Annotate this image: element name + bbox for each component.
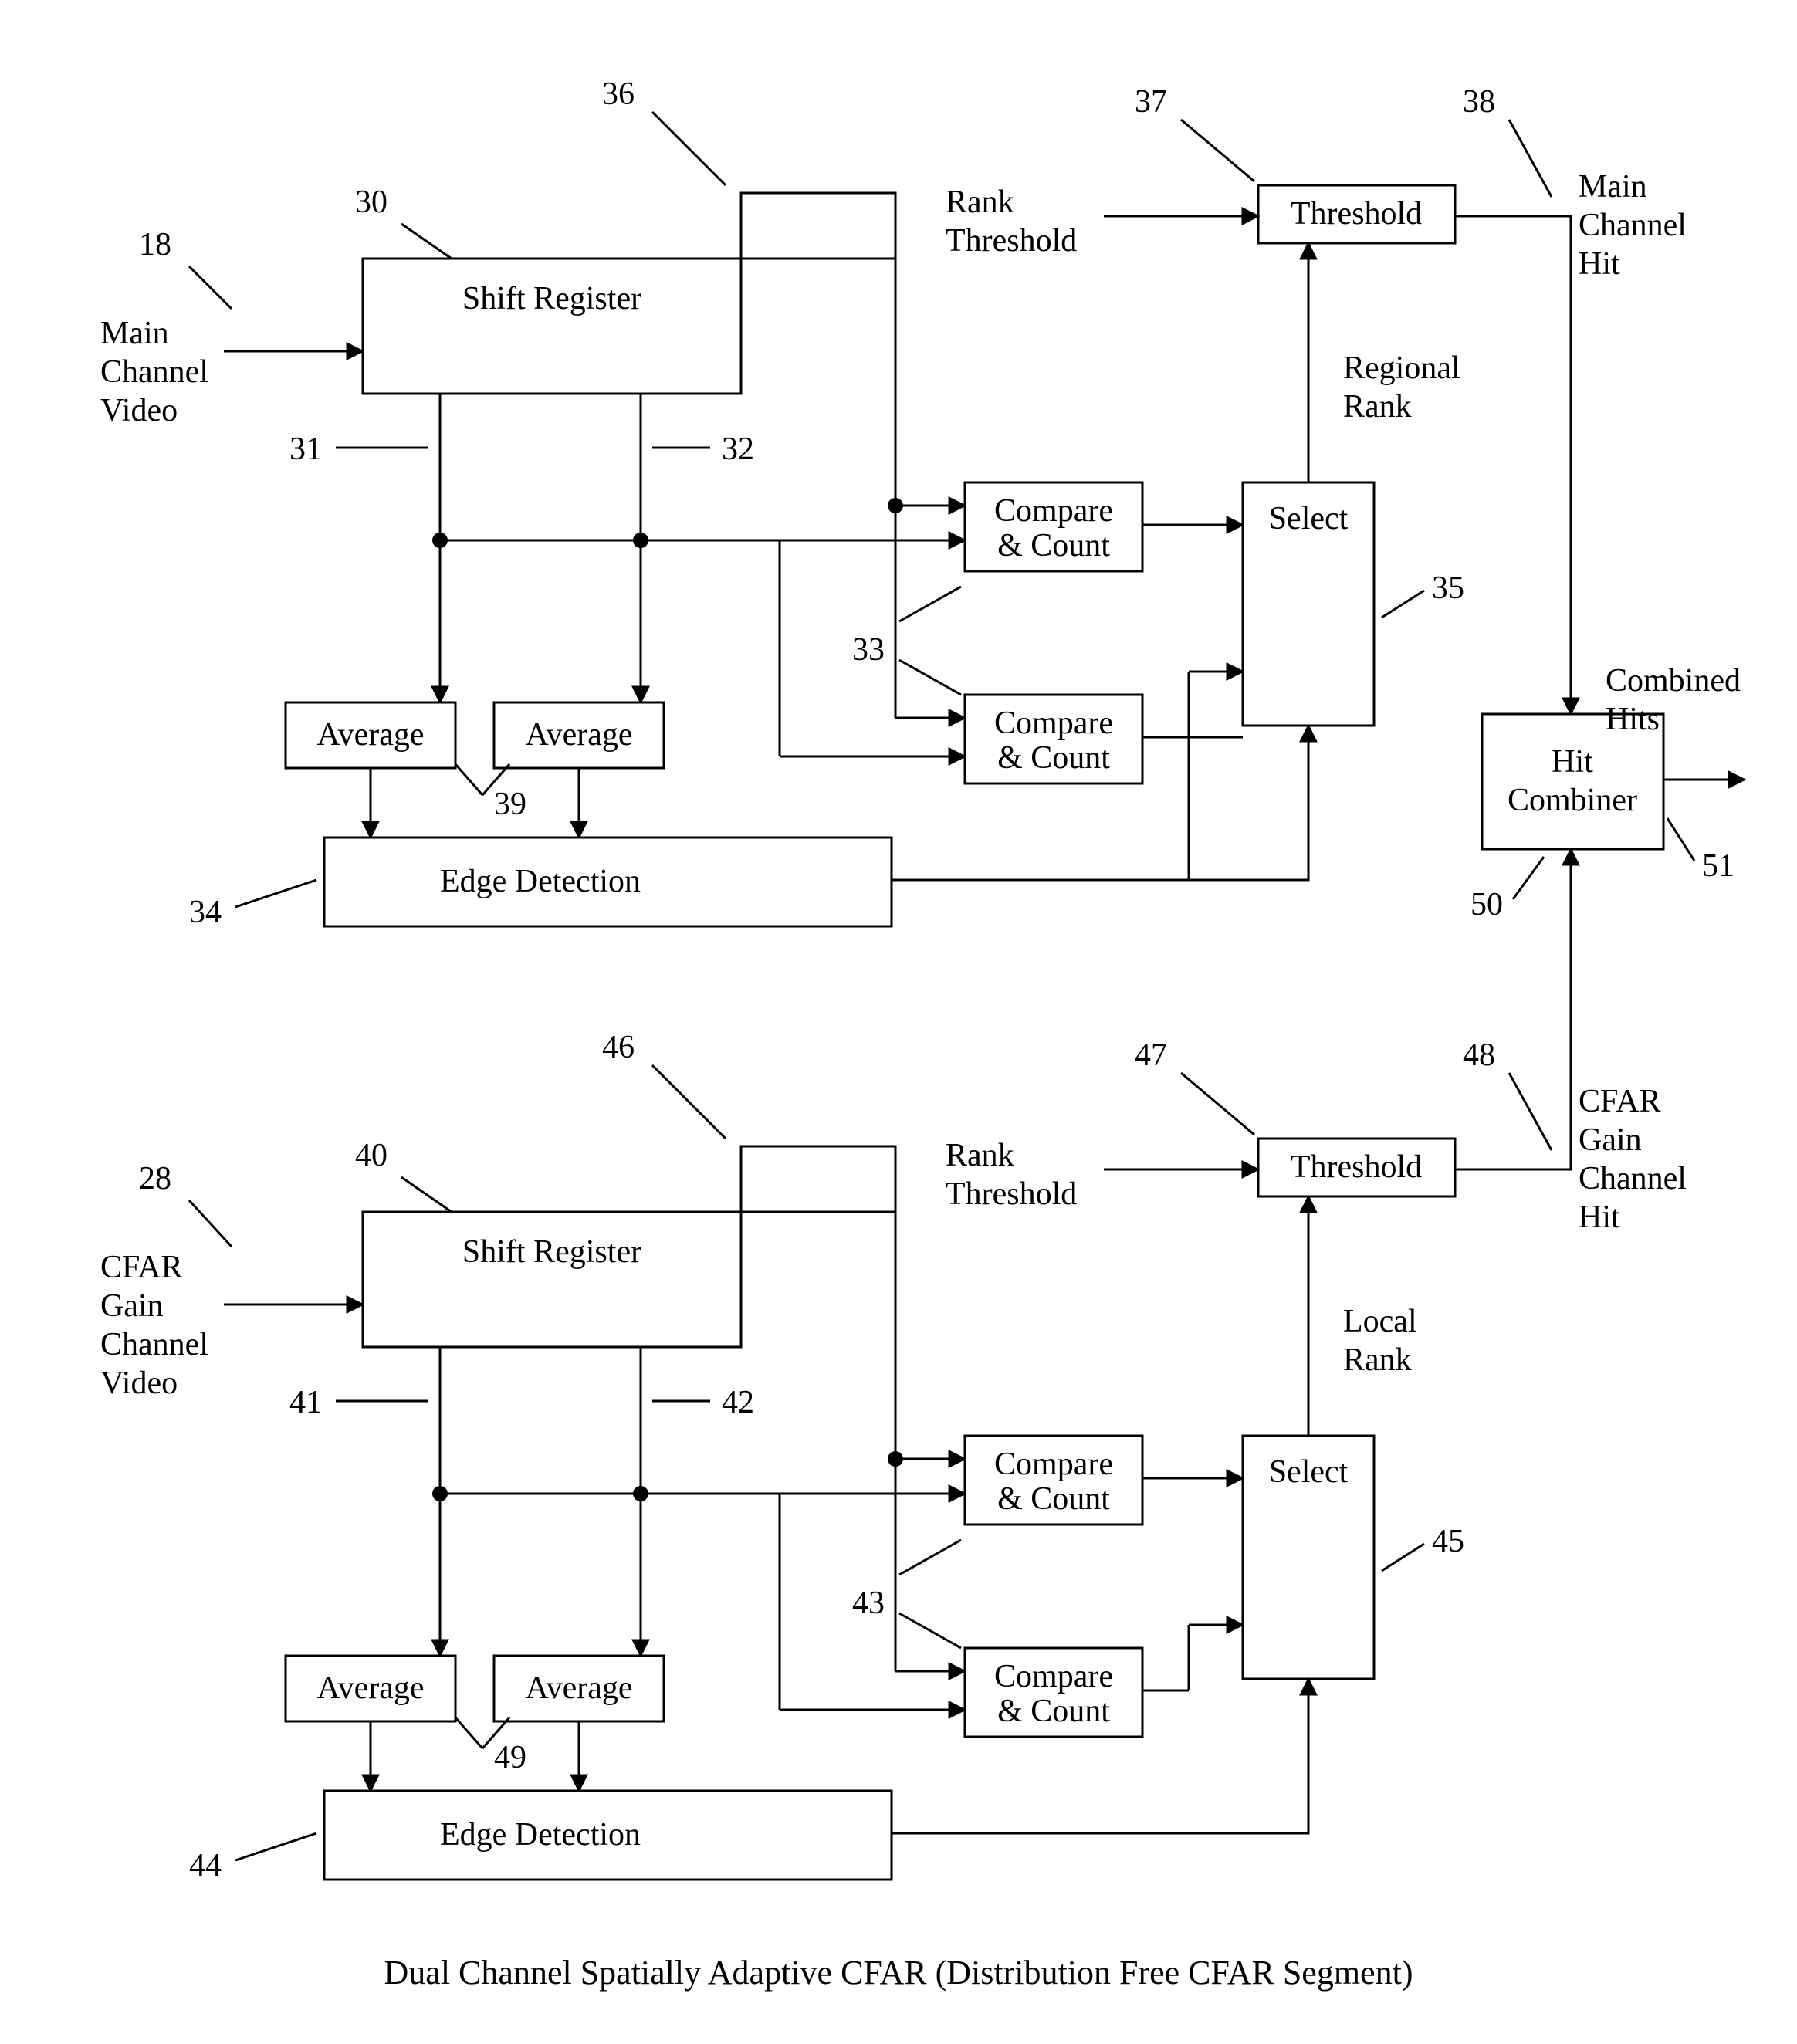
shift-register-upper-label: Shift Register	[462, 281, 641, 316]
main-input-label-2: Channel	[100, 354, 208, 390]
num-47: 47	[1135, 1037, 1167, 1073]
cfar-input-label-2: Gain	[100, 1288, 164, 1324]
local-rank-1: Local	[1343, 1304, 1417, 1339]
num-28: 28	[139, 1161, 171, 1196]
num-37: 37	[1135, 84, 1167, 120]
edge-detection-lower-label: Edge Detection	[440, 1817, 641, 1853]
compare-top-lower-l1: Compare	[994, 1447, 1113, 1482]
compare-top-upper-l1: Compare	[994, 493, 1113, 529]
average-right-upper-label: Average	[525, 717, 632, 753]
combined-hits-1: Combined	[1606, 663, 1741, 699]
num-30: 30	[355, 184, 387, 220]
cfar-hit-3: Channel	[1579, 1161, 1687, 1196]
cfar-hit-4: Hit	[1579, 1200, 1620, 1235]
num-40: 40	[355, 1138, 387, 1173]
rank-threshold-u2: Threshold	[946, 223, 1077, 259]
average-left-upper-label: Average	[316, 717, 424, 753]
num-51: 51	[1702, 848, 1734, 884]
num-43: 43	[852, 1585, 885, 1621]
main-hit-1: Main	[1579, 169, 1647, 205]
cfar-input-label-4: Video	[100, 1365, 178, 1401]
threshold-lower-label: Threshold	[1291, 1149, 1422, 1185]
num-35: 35	[1432, 570, 1464, 606]
num-49: 49	[494, 1740, 526, 1775]
cfar-diagram: Main Channel Video 18 Shift Register 30 …	[0, 0, 1797, 2040]
cfar-input-label-3: Channel	[100, 1327, 208, 1362]
num-42: 42	[722, 1385, 754, 1420]
cfar-hit-2: Gain	[1579, 1122, 1642, 1158]
num-32: 32	[722, 431, 754, 467]
shift-bus-lower	[741, 1146, 895, 1212]
edge-detection-upper-label: Edge Detection	[440, 864, 641, 899]
cfar-input-label-1: CFAR	[100, 1250, 183, 1285]
compare-top-upper-l2: & Count	[997, 528, 1110, 563]
select-upper-label: Select	[1269, 501, 1349, 536]
num-34: 34	[189, 895, 222, 930]
compare-bot-lower-l1: Compare	[994, 1659, 1113, 1694]
num-50: 50	[1470, 887, 1503, 922]
threshold-upper-label: Threshold	[1291, 196, 1422, 232]
num-33: 33	[852, 632, 885, 668]
compare-bot-upper-l2: & Count	[997, 740, 1110, 776]
compare-top-lower-l2: & Count	[997, 1481, 1110, 1517]
num-36: 36	[602, 76, 635, 112]
num-46: 46	[602, 1030, 635, 1065]
compare-bot-upper-l1: Compare	[994, 706, 1113, 741]
hit-combiner-l2: Combiner	[1508, 783, 1637, 818]
combined-hits-2: Hits	[1606, 702, 1660, 737]
shift-register-lower-label: Shift Register	[462, 1234, 641, 1270]
hit-combiner-l1: Hit	[1552, 744, 1593, 780]
shift-register-upper	[363, 259, 741, 394]
rank-threshold-l2: Threshold	[946, 1176, 1077, 1212]
num-39: 39	[494, 787, 526, 822]
num-44: 44	[189, 1848, 222, 1883]
shift-bus-upper	[741, 193, 895, 259]
average-right-lower-label: Average	[525, 1670, 632, 1706]
local-rank-2: Rank	[1343, 1342, 1412, 1378]
num-48: 48	[1463, 1037, 1495, 1073]
num-45: 45	[1432, 1524, 1464, 1559]
rank-threshold-l1: Rank	[946, 1138, 1014, 1173]
main-input-label-3: Video	[100, 393, 178, 428]
main-hit-2: Channel	[1579, 208, 1687, 243]
main-input-label-1: Main	[100, 316, 169, 351]
compare-bot-lower-l2: & Count	[997, 1694, 1110, 1729]
num-38: 38	[1463, 84, 1495, 120]
regional-rank-2: Rank	[1343, 389, 1412, 425]
num-41: 41	[289, 1385, 322, 1420]
figure-caption: Dual Channel Spatially Adaptive CFAR (Di…	[384, 1954, 1413, 1992]
regional-rank-1: Regional	[1343, 350, 1460, 386]
shift-register-lower	[363, 1212, 741, 1347]
main-hit-3: Hit	[1579, 246, 1620, 282]
num-18: 18	[139, 227, 171, 262]
average-left-lower-label: Average	[316, 1670, 424, 1706]
cfar-hit-1: CFAR	[1579, 1084, 1661, 1119]
rank-threshold-u1: Rank	[946, 184, 1014, 220]
num-31: 31	[289, 431, 322, 467]
select-lower-label: Select	[1269, 1454, 1349, 1490]
